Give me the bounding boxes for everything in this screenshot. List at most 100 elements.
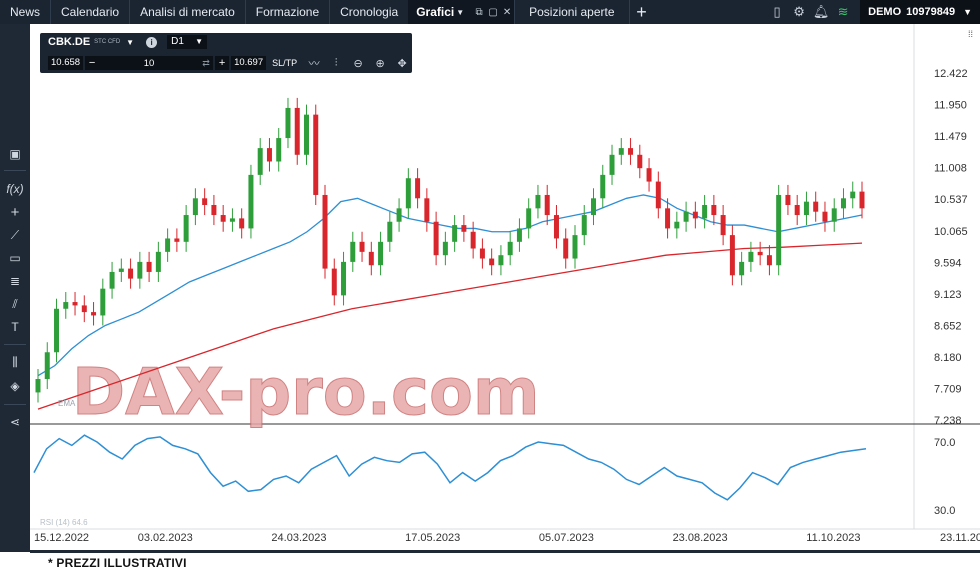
fibonacci-icon[interactable]: ≣ bbox=[9, 274, 21, 288]
symbol-type: STC CFD bbox=[94, 39, 121, 45]
candle-body bbox=[387, 221, 393, 242]
settings-icon[interactable]: ⚙ bbox=[793, 4, 805, 19]
candle-body bbox=[359, 241, 365, 252]
watermark-text: DAX-pro.com bbox=[72, 356, 540, 430]
candle-body bbox=[840, 198, 846, 209]
candle-body bbox=[54, 308, 60, 353]
indicator-fx-icon[interactable]: f(x) bbox=[6, 182, 24, 196]
date-tick-label: 23.11.2023 bbox=[940, 532, 980, 544]
candle-body bbox=[535, 194, 541, 209]
rsi-indicator: 70.0 30.0 bbox=[33, 434, 955, 517]
chart-window-icon[interactable]: ▣ bbox=[9, 147, 21, 161]
candle-body bbox=[35, 379, 41, 393]
candle-body bbox=[202, 198, 208, 205]
chevron-down-icon[interactable]: ▼ bbox=[126, 37, 135, 47]
candle-body bbox=[239, 218, 245, 229]
rectangle-icon[interactable]: ▭ bbox=[9, 251, 21, 265]
candle-body bbox=[655, 181, 661, 209]
share-icon[interactable]: ⋖ bbox=[9, 415, 21, 429]
candle-body bbox=[396, 208, 402, 222]
candle-body bbox=[72, 302, 78, 306]
add-tab-button[interactable]: + bbox=[636, 1, 647, 22]
candles-icon[interactable]: ⫼ bbox=[12, 354, 18, 369]
text-tool-icon[interactable]: T bbox=[11, 320, 19, 334]
chevron-down-icon: ▼ bbox=[456, 7, 465, 17]
top-right-tools: ▯ ⚙ 🔔︎ ≋ DEMO 10979849 ▼ bbox=[766, 0, 980, 24]
price-tick-label: 8.652 bbox=[934, 320, 962, 332]
candle-body bbox=[285, 107, 291, 139]
candle-body bbox=[479, 248, 485, 259]
nav-formazione[interactable]: Formazione bbox=[255, 5, 320, 19]
nav-divider bbox=[514, 0, 516, 24]
candle-type-icon[interactable]: ⫶ bbox=[334, 56, 338, 69]
candle-body bbox=[211, 204, 217, 216]
candle-body bbox=[739, 261, 745, 276]
tab-posizioni-aperte[interactable]: Posizioni aperte bbox=[529, 5, 615, 19]
date-tick-label: 23.08.2023 bbox=[673, 532, 728, 544]
chevron-down-icon: ▼ bbox=[963, 7, 972, 17]
nav-cronologia[interactable]: Cronologia bbox=[340, 5, 399, 19]
candle-body bbox=[785, 194, 791, 205]
candle-body bbox=[220, 215, 226, 222]
instrument-toolbar: CBK.DE STC CFD ▼ i D1 ▼ 10.658 − ⇄ + 10.… bbox=[40, 33, 412, 73]
price-chart[interactable]: 12.422 11.950 11.479 11.008 10.537 10.065 9.59… bbox=[30, 24, 980, 552]
line-chart-icon[interactable]: 〰 bbox=[308, 58, 320, 70]
price-tick-label: 7.709 bbox=[934, 383, 962, 395]
quantity-increase-button[interactable]: + bbox=[215, 56, 230, 70]
candlestick-series bbox=[35, 97, 865, 403]
trendline-icon[interactable]: ⟋ bbox=[10, 227, 20, 242]
price-tick-label: 11.008 bbox=[934, 163, 967, 175]
candle-body bbox=[628, 148, 634, 155]
date-tick-label: 11.10.2023 bbox=[806, 532, 860, 544]
symbol-name[interactable]: CBK.DE bbox=[48, 36, 91, 48]
rsi-tick-label: 70.0 bbox=[934, 437, 955, 449]
layers-icon[interactable]: ◈ bbox=[10, 379, 20, 393]
chevron-down-icon: ▼ bbox=[195, 37, 204, 46]
candle-body bbox=[729, 235, 735, 276]
chart-settings-icon[interactable]: ⁞⁞ bbox=[968, 29, 973, 39]
candle-body bbox=[757, 251, 763, 256]
wifi-icon: ≋ bbox=[837, 4, 849, 19]
candle-body bbox=[646, 168, 652, 182]
popout-icon[interactable]: ⧉ bbox=[475, 6, 483, 18]
quantity-input[interactable] bbox=[99, 56, 200, 70]
candle-body bbox=[572, 235, 578, 259]
sl-tp-button[interactable]: SL/TP bbox=[272, 58, 298, 68]
tab-grafici[interactable]: Grafici ▼ ⧉ ▢ ✕ bbox=[408, 0, 515, 24]
move-icon[interactable]: ✥ bbox=[397, 57, 407, 70]
price-tick-label: 12.422 bbox=[934, 68, 968, 80]
nav-analisi-di-mercato[interactable]: Analisi di mercato bbox=[140, 5, 235, 19]
illustrative-prices-note: * PREZZI ILLUSTRATIVI bbox=[48, 556, 187, 570]
candle-body bbox=[165, 238, 171, 252]
candle-body bbox=[248, 174, 254, 229]
bottom-border bbox=[30, 550, 980, 553]
zoom-in-icon[interactable]: ⊕ bbox=[375, 57, 385, 70]
candle-body bbox=[331, 268, 337, 296]
sell-price-button[interactable]: 10.658 bbox=[48, 56, 84, 70]
layout-icon[interactable]: ▯ bbox=[773, 4, 781, 19]
candle-body bbox=[702, 204, 708, 219]
buy-price-button[interactable]: 10.697 bbox=[231, 56, 267, 70]
timeframe-selector[interactable]: D1 ▼ bbox=[167, 35, 208, 49]
nav-news[interactable]: News bbox=[10, 5, 41, 19]
crosshair-icon[interactable]: + bbox=[10, 203, 20, 221]
nav-divider bbox=[628, 0, 630, 24]
candle-body bbox=[424, 198, 430, 222]
zoom-out-icon[interactable]: ⊖ bbox=[353, 57, 363, 70]
ema-slow-path bbox=[37, 242, 863, 410]
candle-body bbox=[452, 225, 458, 242]
candle-body bbox=[442, 241, 448, 256]
close-icon[interactable]: ✕ bbox=[502, 6, 512, 18]
candle-body bbox=[776, 194, 782, 266]
pitchfork-icon[interactable]: ⫽ bbox=[12, 296, 18, 311]
info-icon[interactable]: i bbox=[146, 36, 158, 48]
swap-icon[interactable]: ⇄ bbox=[199, 56, 214, 70]
candle-body bbox=[44, 352, 50, 380]
date-tick-label: 15.12.2022 bbox=[34, 532, 89, 544]
bell-icon[interactable]: 🔔︎ bbox=[812, 4, 830, 19]
account-selector[interactable]: DEMO 10979849 ▼ bbox=[860, 0, 980, 24]
maximize-icon[interactable]: ▢ bbox=[488, 6, 498, 18]
nav-calendario[interactable]: Calendario bbox=[61, 5, 120, 19]
quantity-decrease-button[interactable]: − bbox=[85, 56, 100, 70]
candle-body bbox=[553, 215, 559, 239]
